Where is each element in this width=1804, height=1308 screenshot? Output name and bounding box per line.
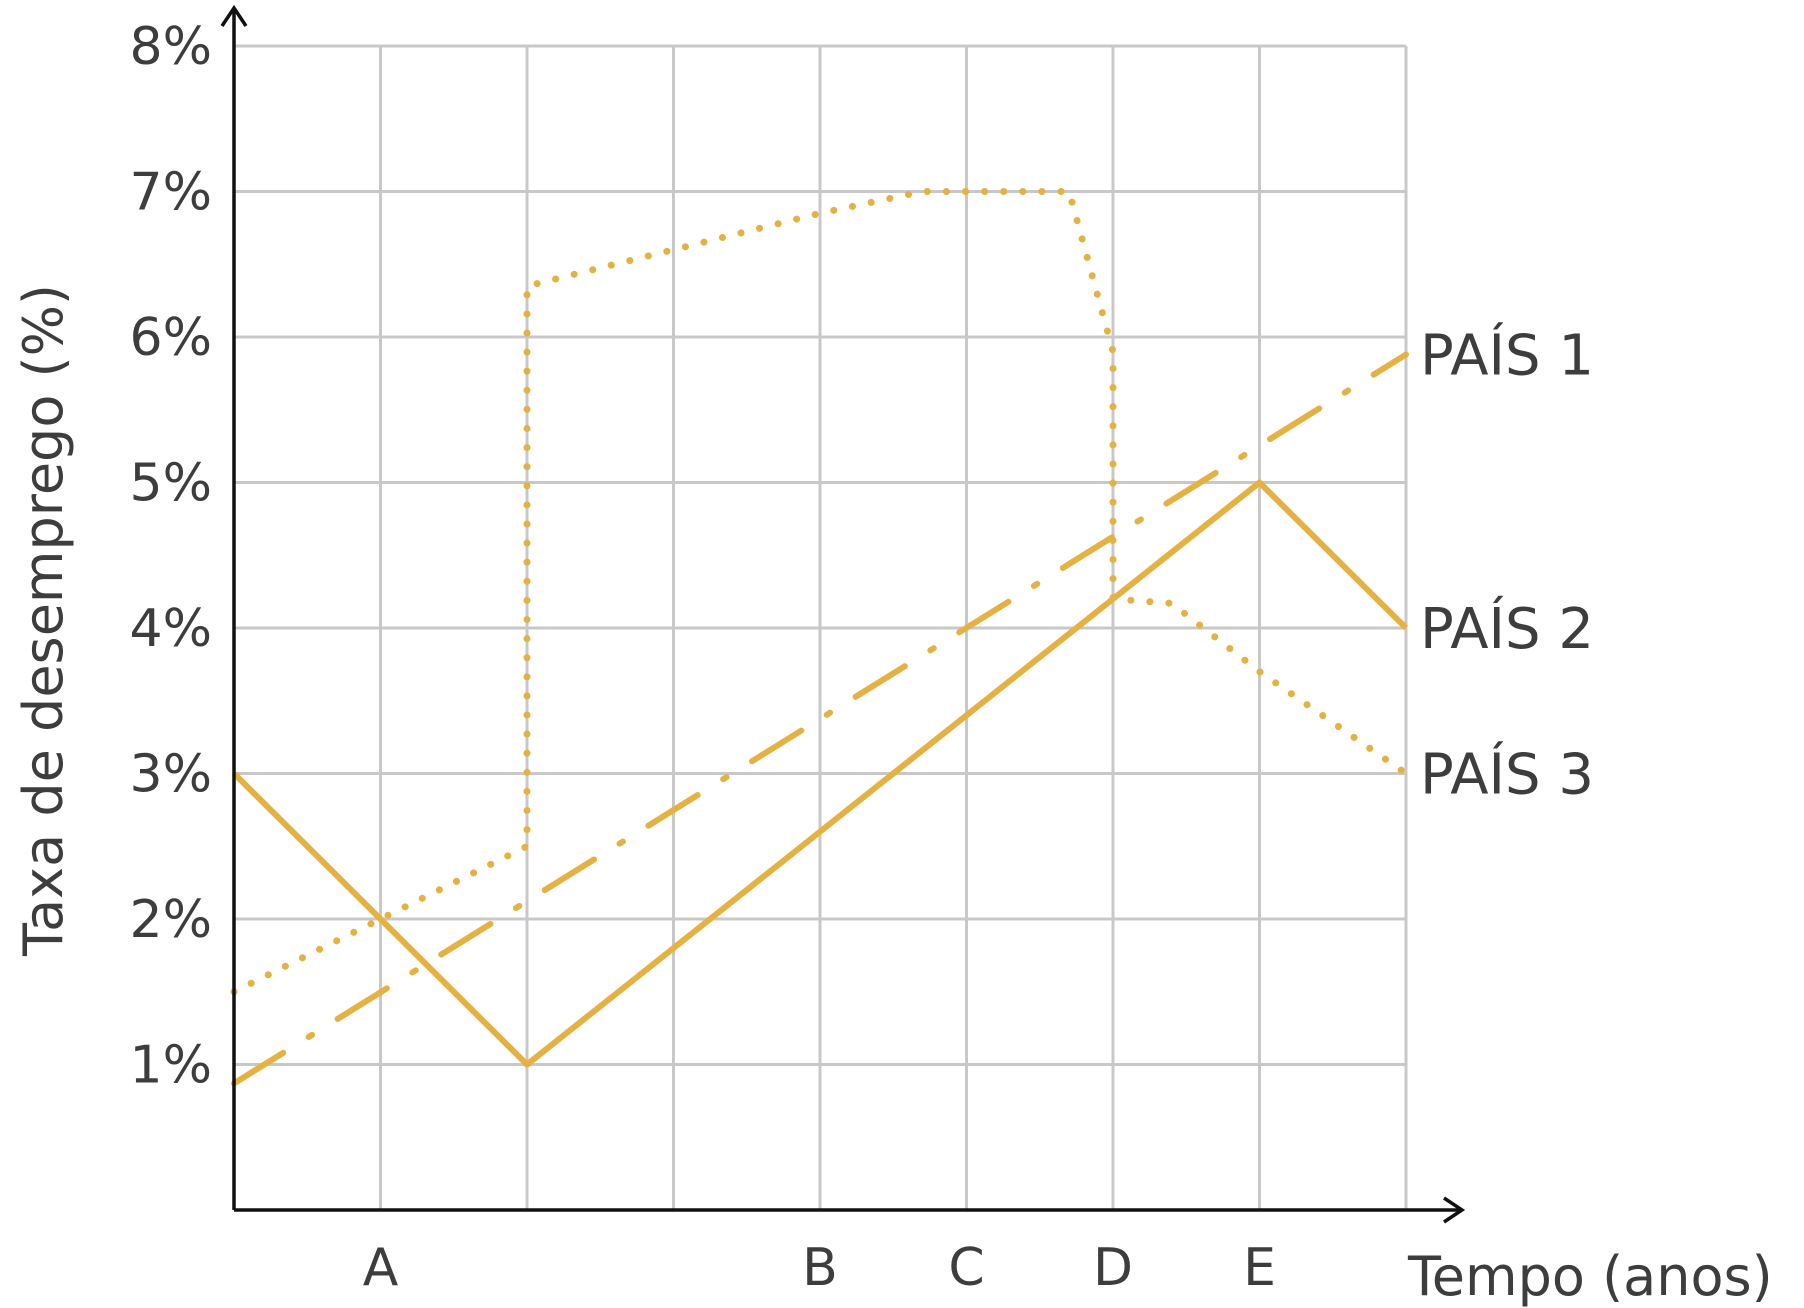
series-layer [230, 188, 1410, 1087]
series-label-3: PAÍS 3 [1420, 742, 1594, 808]
axes [220, 4, 1466, 1224]
x-axis-title: Tempo (anos) [1407, 1245, 1773, 1308]
x-category-label: E [1243, 1238, 1276, 1298]
y-tick-label: 6% [130, 308, 213, 368]
series-label-1: PAÍS 1 [1420, 322, 1594, 388]
series-labels: PAÍS 1 PAÍS 2 PAÍS 3 [1420, 322, 1594, 807]
y-tick-label: 8% [130, 17, 213, 77]
grid [234, 44, 1408, 1210]
y-tick-label: 3% [130, 745, 213, 805]
x-category-label: C [948, 1238, 984, 1298]
y-tick-labels: 1% 2% 3% 4% 5% 6% 7% 8% [130, 17, 213, 1096]
y-tick-label: 7% [130, 163, 213, 223]
y-tick-label: 5% [130, 454, 213, 514]
series-line-1 [231, 351, 1409, 1087]
x-axis-arrow [1443, 1196, 1466, 1224]
x-category-label: D [1093, 1238, 1133, 1298]
y-axis-arrow [220, 4, 248, 27]
x-category-label: B [802, 1238, 838, 1298]
y-axis-title: Taxa de desemprego (%) [12, 284, 75, 957]
y-tick-label: 2% [130, 890, 213, 950]
y-tick-label: 1% [130, 1036, 213, 1096]
series-line-3 [230, 188, 1410, 996]
x-category-labels: A B C D E [363, 1238, 1276, 1298]
series-label-2: PAÍS 2 [1420, 596, 1594, 662]
y-tick-label: 4% [130, 599, 213, 659]
series-line-2 [231, 479, 1409, 1068]
x-category-label: A [363, 1238, 399, 1298]
